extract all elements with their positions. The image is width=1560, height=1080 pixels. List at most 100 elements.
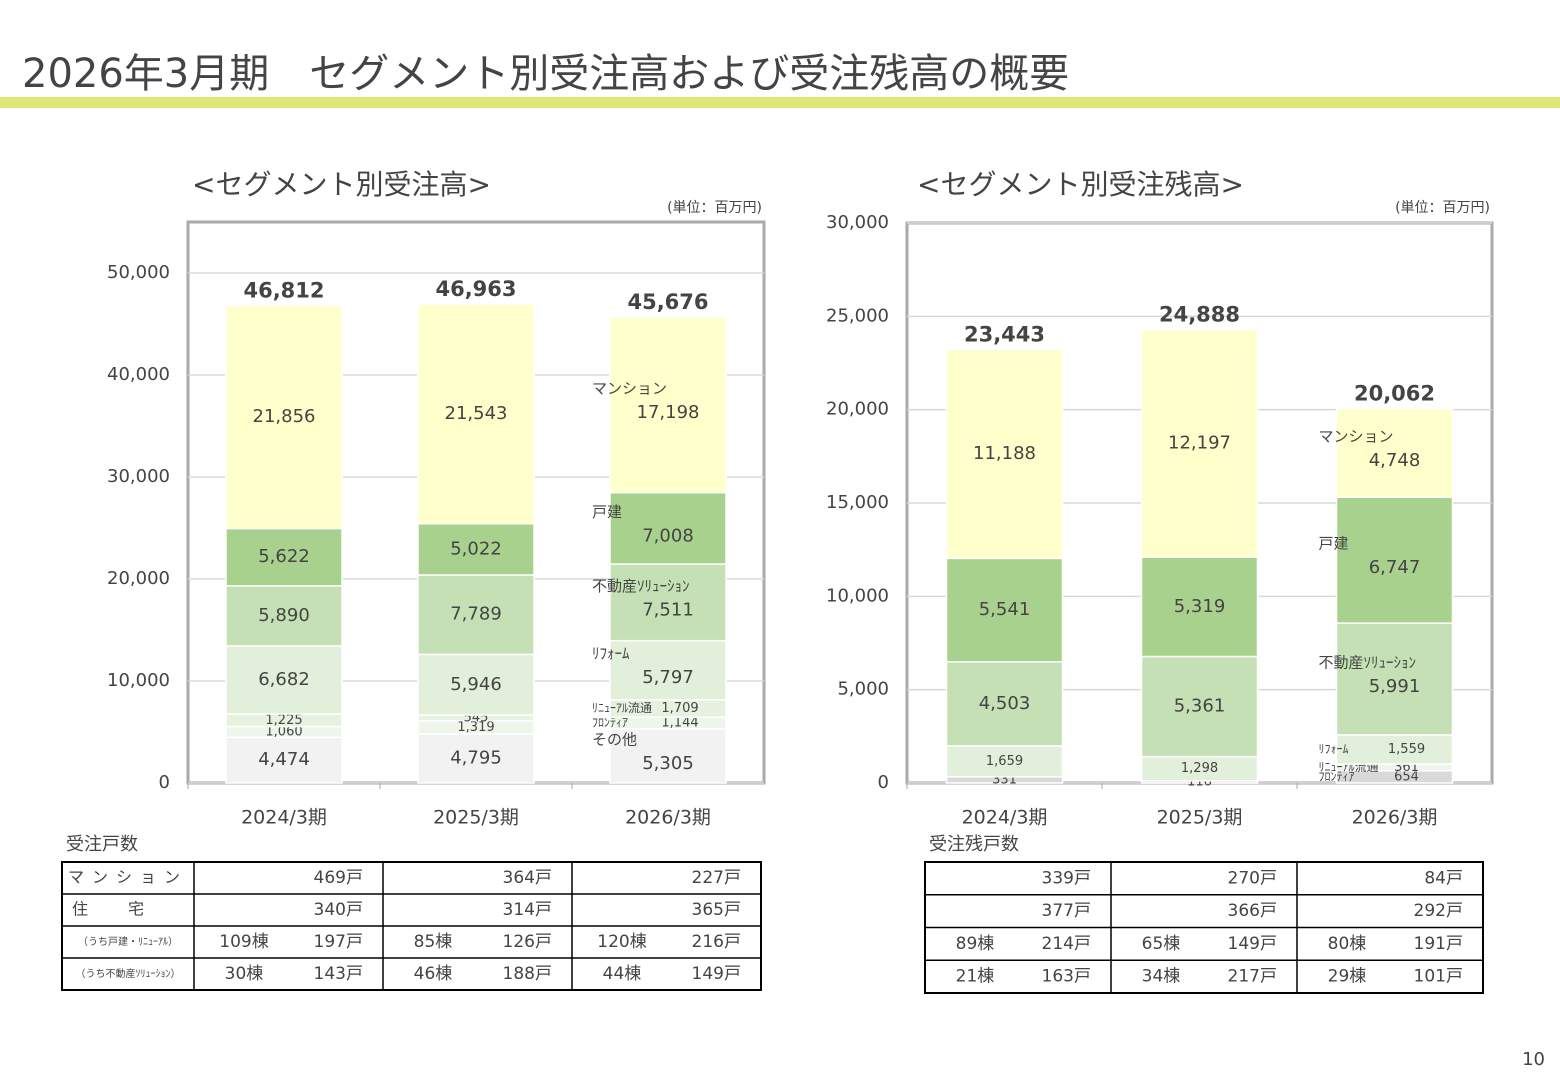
bar-segment (945, 348, 1064, 560)
value-label: 5,319 (1174, 596, 1226, 617)
series-label: その他 (592, 730, 637, 748)
y-tick-label: 25,000 (826, 305, 889, 326)
series-label: ﾌﾛﾝﾃｨｱ (1319, 769, 1355, 783)
value-label: 1,559 (1388, 742, 1425, 757)
table-cell: 85棟 (414, 932, 453, 952)
bar-segment (945, 745, 1064, 778)
x-tick-label: 2026/3期 (1352, 807, 1438, 829)
table-cell: 270戸 (1228, 868, 1277, 888)
value-label: 5,361 (1174, 696, 1226, 717)
y-tick-label: 20,000 (107, 568, 170, 589)
row-label: （うち戸建・ﾘﾆｭｰｱﾙ） (78, 935, 178, 948)
value-label: 5,890 (258, 605, 310, 626)
unit-label: (単位：百万円) (667, 200, 762, 216)
table-cell: 21棟 (956, 967, 995, 987)
value-label: 1,319 (457, 720, 494, 735)
bar-segment (1335, 734, 1454, 765)
total-label: 20,062 (1354, 382, 1435, 406)
table-cell: 314戸 (503, 900, 552, 920)
value-label: 4,748 (1369, 450, 1421, 471)
table-cell: 120棟 (597, 932, 646, 952)
table-cell: 366戸 (1228, 901, 1277, 921)
y-tick-label: 30,000 (107, 466, 170, 487)
y-tick-label: 5,000 (837, 679, 889, 700)
bar-segment (417, 653, 535, 716)
value-label: 6,682 (258, 669, 310, 690)
value-label: 5,622 (258, 546, 310, 567)
series-label: ﾘﾌｫｰﾑ (592, 645, 630, 663)
value-label: 4,503 (979, 693, 1031, 714)
x-tick-label: 2025/3期 (1157, 807, 1243, 829)
y-tick-label: 30,000 (826, 212, 889, 233)
bar-segment (417, 523, 535, 576)
row-label: 住宅 (72, 900, 184, 919)
chart-title: <セグメント別受注残高> (917, 168, 1244, 201)
table-cell: 30棟 (225, 964, 264, 984)
x-tick-label: 2024/3期 (962, 807, 1048, 829)
table-cell: 188戸 (503, 964, 552, 984)
table-cell: 143戸 (314, 964, 363, 984)
y-tick-label: 15,000 (826, 492, 889, 513)
x-tick-label: 2025/3期 (433, 807, 519, 829)
value-label: 4,795 (450, 748, 502, 769)
bar-segment (417, 733, 535, 784)
table-cell: 365戸 (692, 900, 741, 920)
table-cell: 149戸 (692, 964, 741, 984)
value-label: 5,541 (979, 599, 1031, 620)
bar-segment (609, 316, 727, 494)
table-cell: 89棟 (956, 934, 995, 954)
series-label: ﾌﾛﾝﾃｨｱ (592, 716, 628, 730)
value-label: 11,188 (973, 443, 1036, 464)
slide-title: 2026年3月期 セグメント別受注高および受注残高の概要 (22, 51, 1069, 97)
bar-segment (945, 661, 1064, 747)
y-tick-label: 0 (878, 772, 889, 793)
table-cell: 46棟 (414, 964, 453, 984)
table-cell: 34棟 (1142, 967, 1181, 987)
table-cell: 126戸 (503, 932, 552, 952)
total-label: 46,812 (243, 279, 324, 303)
bar-segment (417, 303, 535, 525)
total-label: 24,888 (1159, 303, 1240, 327)
value-label: 5,305 (642, 753, 694, 774)
table-cell: 197戸 (314, 932, 363, 952)
bar-segment (609, 491, 727, 565)
total-label: 45,676 (627, 290, 708, 314)
value-label: 1,298 (1181, 761, 1218, 776)
table-cell: 109棟 (219, 932, 268, 952)
y-tick-label: 20,000 (826, 399, 889, 420)
unit-label: (単位：百万円) (1395, 200, 1490, 216)
bar-segment (609, 728, 727, 784)
table-cell: 216戸 (692, 932, 741, 952)
value-label: 1,225 (265, 713, 302, 728)
table-cell: 149戸 (1228, 934, 1277, 954)
table-cell: 340戸 (314, 900, 363, 920)
value-label: 6,747 (1369, 557, 1421, 578)
table-cell: 84戸 (1424, 868, 1463, 888)
value-label: 5,797 (642, 667, 694, 688)
page-number: 10 (1522, 1049, 1545, 1070)
value-label: 7,511 (642, 599, 694, 620)
table-cell: 101戸 (1414, 967, 1463, 987)
value-label: 1,060 (265, 724, 302, 739)
value-label: 12,197 (1168, 432, 1231, 453)
chart-title: <セグメント別受注高> (192, 168, 491, 201)
table-cell: 227戸 (692, 868, 741, 888)
table-cell: 191戸 (1414, 934, 1463, 954)
table-cell: 339戸 (1042, 868, 1091, 888)
total-label: 46,963 (435, 277, 516, 301)
value-label: 17,198 (637, 402, 700, 423)
table-cell: 214戸 (1042, 934, 1091, 954)
bar-segment (945, 557, 1064, 663)
table-cell: 364戸 (503, 868, 552, 888)
y-tick-label: 50,000 (107, 262, 170, 283)
series-label: ﾘﾌｫｰﾑ (1319, 742, 1349, 756)
series-label: 戸建 (592, 503, 622, 521)
y-tick-label: 0 (159, 772, 170, 793)
table-cell: 163戸 (1042, 967, 1091, 987)
table-cell: 292戸 (1414, 901, 1463, 921)
bar-segment (1335, 622, 1454, 736)
total-label: 23,443 (964, 323, 1045, 347)
table-cell: 377戸 (1042, 901, 1091, 921)
row-label: マンション (68, 868, 188, 887)
